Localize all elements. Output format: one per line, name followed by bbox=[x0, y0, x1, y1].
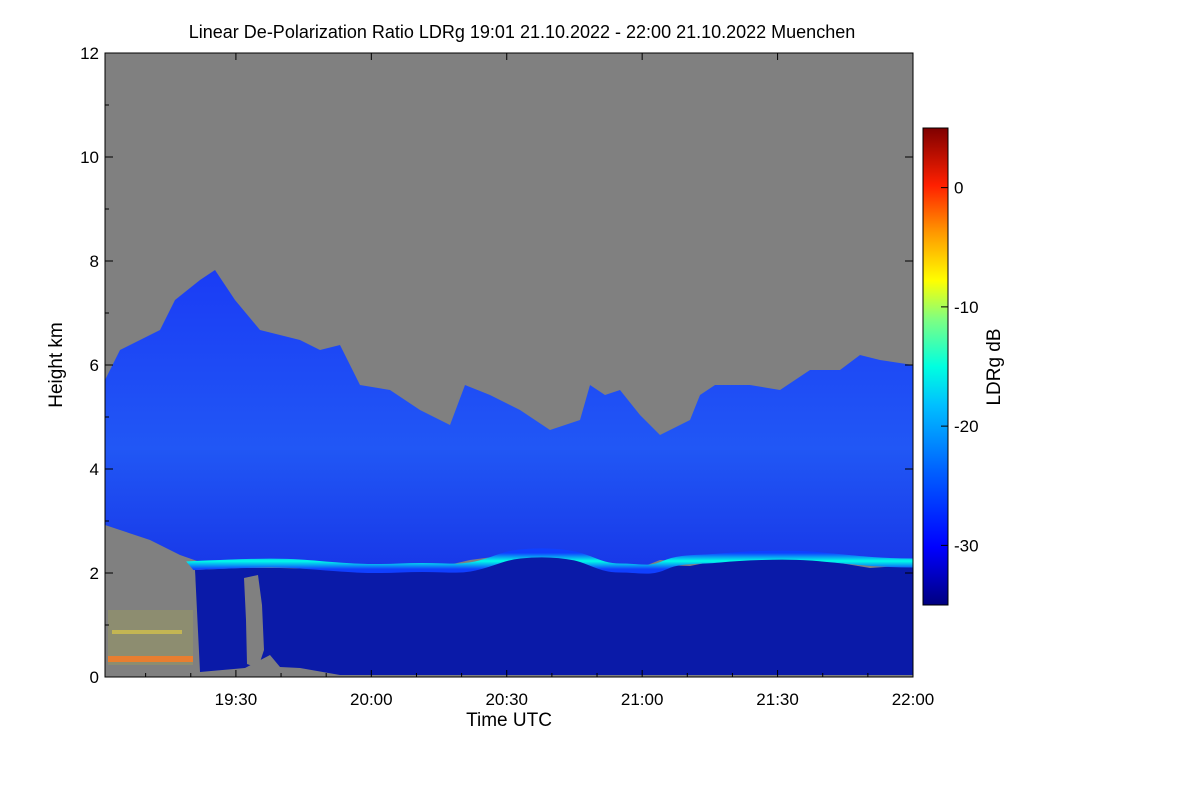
y-tick-label: 12 bbox=[80, 44, 99, 63]
x-tick-label: 21:00 bbox=[621, 690, 664, 709]
grey-gap-strip bbox=[244, 575, 264, 668]
y-tick-label: 0 bbox=[90, 668, 99, 687]
heatmap-area bbox=[105, 53, 913, 677]
colorbar-label: LDRg dB bbox=[984, 328, 1005, 405]
x-tick-label: 20:30 bbox=[485, 690, 528, 709]
y-axis: 0 2 4 6 8 10 12 bbox=[80, 44, 913, 687]
y-tick-label: 8 bbox=[90, 252, 99, 271]
y-axis-label: Height km bbox=[46, 322, 67, 408]
y-tick-label: 4 bbox=[90, 460, 99, 479]
cloud-region bbox=[105, 270, 913, 568]
x-tick-label: 19:30 bbox=[215, 690, 258, 709]
x-tick-label: 20:00 bbox=[350, 690, 393, 709]
low-signal-region bbox=[195, 556, 913, 675]
colorbar-tick-label: 0 bbox=[954, 179, 963, 198]
surface-speckles bbox=[108, 610, 193, 665]
colorbar bbox=[922, 127, 949, 606]
y-tick-label: 2 bbox=[90, 564, 99, 583]
x-tick-label: 22:00 bbox=[892, 690, 935, 709]
y-tick-label: 10 bbox=[80, 148, 99, 167]
x-axis-label: Time UTC bbox=[466, 710, 552, 731]
x-axis: 19:30 20:00 20:30 21:00 21:30 22:00 bbox=[145, 53, 935, 709]
x-tick-label: 21:30 bbox=[756, 690, 799, 709]
bright-layer-band bbox=[184, 548, 913, 574]
colorbar-tick-label: -10 bbox=[954, 298, 979, 317]
colorbar-axis: 0 -10 -20 -30 bbox=[941, 179, 979, 555]
colorbar-tick-label: -30 bbox=[954, 536, 979, 555]
colorbar-tick-label: -20 bbox=[954, 417, 979, 436]
chart-title: Linear De-Polarization Ratio LDRg 19:01 … bbox=[189, 22, 855, 42]
y-tick-label: 6 bbox=[90, 356, 99, 375]
